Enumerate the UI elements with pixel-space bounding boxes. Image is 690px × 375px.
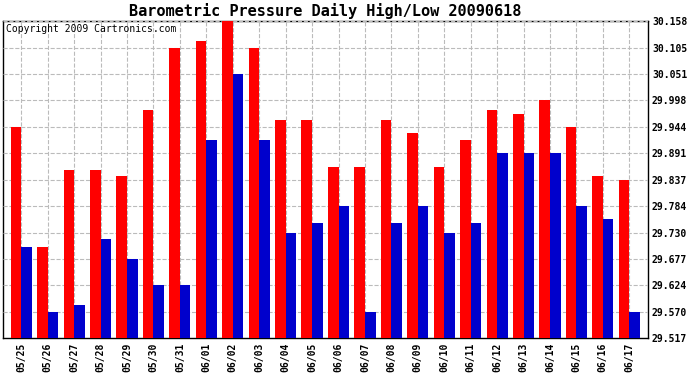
Bar (222, 21, 233, 338)
Bar (11, 127, 21, 338)
Bar (619, 180, 629, 338)
Bar (603, 219, 613, 338)
Bar (365, 312, 375, 338)
Bar (513, 114, 524, 338)
Bar (302, 120, 312, 338)
Bar (418, 206, 428, 338)
Bar (74, 305, 85, 338)
Bar (407, 134, 418, 338)
Bar (48, 312, 58, 338)
Bar (248, 48, 259, 338)
Bar (275, 120, 286, 338)
Bar (328, 166, 339, 338)
Bar (90, 170, 101, 338)
Bar (196, 41, 206, 338)
Title: Barometric Pressure Daily High/Low 20090618: Barometric Pressure Daily High/Low 20090… (129, 3, 522, 19)
Bar (169, 48, 180, 338)
Bar (180, 285, 190, 338)
Bar (312, 223, 323, 338)
Bar (524, 153, 534, 338)
Bar (540, 100, 550, 338)
Bar (381, 120, 391, 338)
Bar (117, 177, 127, 338)
Bar (206, 140, 217, 338)
Bar (286, 233, 296, 338)
Bar (550, 153, 560, 338)
Bar (434, 166, 444, 338)
Bar (233, 74, 244, 338)
Bar (497, 153, 508, 338)
Bar (391, 223, 402, 338)
Bar (339, 206, 349, 338)
Bar (486, 110, 497, 338)
Bar (460, 140, 471, 338)
Bar (37, 247, 48, 338)
Bar (101, 239, 111, 338)
Bar (21, 247, 32, 338)
Bar (153, 285, 164, 338)
Bar (143, 110, 153, 338)
Bar (576, 206, 587, 338)
Bar (127, 259, 137, 338)
Bar (629, 312, 640, 338)
Bar (444, 233, 455, 338)
Bar (259, 140, 270, 338)
Bar (471, 223, 481, 338)
Text: Copyright 2009 Cartronics.com: Copyright 2009 Cartronics.com (6, 24, 177, 34)
Bar (592, 177, 603, 338)
Bar (566, 127, 576, 338)
Bar (355, 166, 365, 338)
Bar (63, 170, 74, 338)
